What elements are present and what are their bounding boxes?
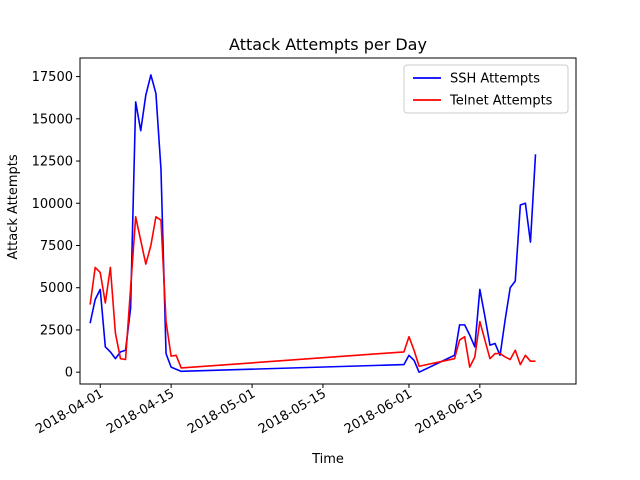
legend-box xyxy=(403,64,569,114)
y-tick-label: 0 xyxy=(65,366,73,381)
y-tick-label: 7500 xyxy=(40,239,73,254)
chart-title: Attack Attempts per Day xyxy=(229,35,427,54)
series-line-telnet xyxy=(89,215,536,369)
legend-entry-label: SSH Attempts xyxy=(450,72,540,87)
y-axis-label: Attack Attempts xyxy=(6,154,21,260)
x-axis-label: Time xyxy=(311,452,344,467)
y-tick-label: 15000 xyxy=(32,112,73,127)
y-tick-label: 5000 xyxy=(40,281,73,296)
y-tick-label: 17500 xyxy=(32,70,73,85)
legend: SSH Attempts Telnet Attempts xyxy=(403,64,569,114)
series-line-ssh xyxy=(89,74,537,373)
legend-entry-label: Telnet Attempts xyxy=(449,94,553,109)
y-tick-label: 2500 xyxy=(40,323,73,338)
y-tick-label: 10000 xyxy=(32,197,73,212)
plot-frame xyxy=(79,57,577,385)
y-tick-label: 12500 xyxy=(32,155,73,170)
